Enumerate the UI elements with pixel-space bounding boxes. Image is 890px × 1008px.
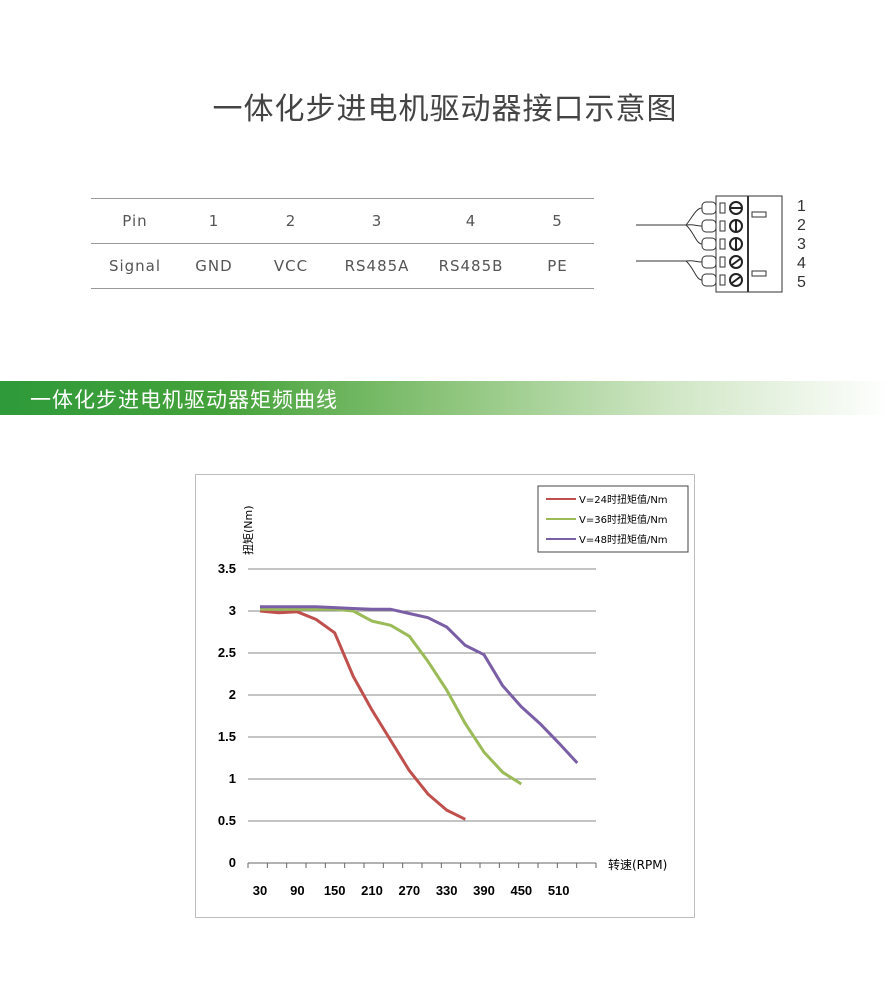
x-axis-label: 转速(RPM) (608, 857, 667, 872)
x-tick-label: 330 (436, 883, 458, 898)
x-tick-label: 150 (324, 883, 346, 898)
table-cell: 4 (465, 212, 477, 230)
legend-label: V=48时扭矩值/Nm (579, 533, 668, 546)
table-cell: VCC (273, 257, 309, 275)
table-cell: Pin (122, 212, 148, 230)
table-cell: RS485A (344, 257, 410, 275)
y-tick-label: 2 (229, 687, 236, 702)
y-tick-label: 0.5 (218, 813, 236, 828)
x-tick-label: 450 (510, 883, 532, 898)
x-tick-label: 270 (398, 883, 420, 898)
series-line (259, 609, 466, 821)
table-cell: 5 (552, 212, 563, 230)
y-tick-label: 1 (229, 771, 236, 786)
x-tick-label: 510 (548, 883, 570, 898)
pin-table: Pin 1 2 3 4 5 Signal GND VCC RS485A RS48… (91, 198, 594, 289)
section-title: 一体化步进电机驱动器矩频曲线 (30, 388, 338, 412)
pin-label: 5 (797, 274, 806, 291)
y-tick-label: 3.5 (218, 561, 236, 576)
connector-diagram: 1 2 3 4 5 (636, 195, 806, 293)
y-tick-label: 3 (229, 603, 236, 618)
table-row: Pin 1 2 3 4 5 (91, 198, 594, 244)
table-cell: PE (547, 257, 568, 275)
table-cell: 1 (208, 212, 220, 230)
series-line (260, 605, 579, 765)
legend-label: V=36时扭矩值/Nm (579, 513, 668, 526)
y-axis-label: 扭矩(Nm) (241, 505, 255, 555)
y-tick-label: 0 (229, 855, 236, 870)
x-tick-label: 30 (253, 883, 267, 898)
table-row: Signal GND VCC RS485A RS485B PE (91, 243, 594, 289)
torque-speed-chart: 0 0.5 1 1.5 2 2.5 3 3.5 30 90 150 210 270 330 390 450 5… (195, 474, 695, 918)
table-cell: GND (195, 257, 233, 275)
x-tick-label: 90 (290, 883, 304, 898)
chart-legend: V=24时扭矩值/Nm V=36时扭矩值/Nm V=48时扭矩值/Nm (537, 485, 689, 553)
series-line (260, 607, 523, 786)
table-cell: 2 (285, 212, 297, 230)
pin-label: 4 (797, 255, 806, 272)
pin-label: 2 (797, 217, 806, 234)
chart-canvas: 0 0.5 1 1.5 2 2.5 3 3.5 30 90 150 210 270 330 390 450 5… (218, 485, 689, 898)
pin-label: 3 (797, 236, 806, 253)
x-tick-label: 210 (361, 883, 383, 898)
y-tick-label: 2.5 (218, 645, 236, 660)
pin-label: 1 (797, 198, 806, 215)
table-cell: Signal (108, 257, 162, 275)
section-banner: 一体化步进电机驱动器矩频曲线 (0, 381, 890, 415)
page-title: 一体化步进电机驱动器接口示意图 (212, 92, 678, 127)
table-cell: 3 (371, 212, 383, 230)
table-cell: RS485B (438, 257, 504, 275)
legend-label: V=24时扭矩值/Nm (579, 493, 668, 506)
y-tick-label: 1.5 (218, 729, 236, 744)
x-tick-label: 390 (473, 883, 495, 898)
